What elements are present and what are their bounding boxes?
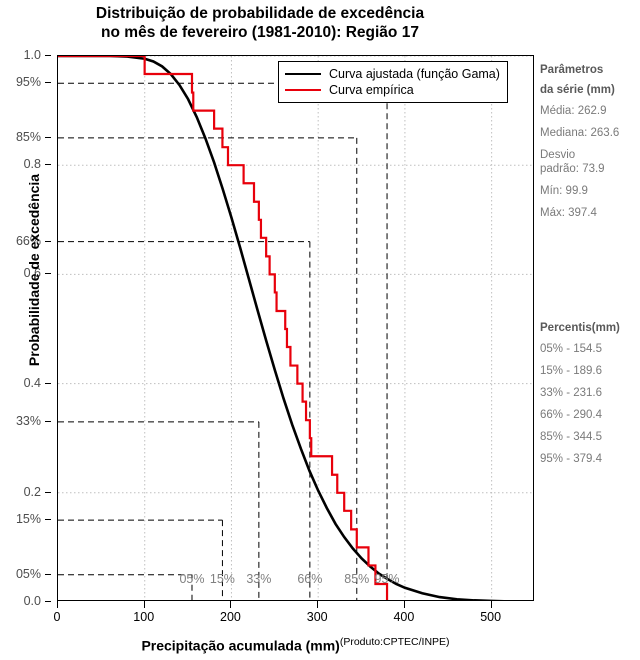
percentile-x-label: 05% bbox=[179, 572, 205, 586]
y-axis-tick-mark bbox=[45, 573, 51, 575]
plot-inner: 05% 15% 33% 66% 85% 95% bbox=[58, 56, 533, 600]
plot-area: 05% 15% 33% 66% 85% 95% bbox=[57, 55, 534, 601]
y-axis-tick-mark bbox=[45, 136, 51, 138]
parameter-item-line: Desvio bbox=[540, 149, 576, 161]
x-axis-tick-label: 200 bbox=[220, 610, 241, 624]
parameters-heading-2: da série (mm) bbox=[540, 84, 615, 96]
y-axis-tick-label: 1.0 bbox=[23, 48, 41, 62]
y-axis-tick-mark bbox=[45, 55, 51, 56]
legend: Curva ajustada (função Gama) Curva empíri… bbox=[278, 61, 508, 103]
parameter-item: Máx: 397.4 bbox=[540, 207, 597, 219]
percentile-x-label: 95% bbox=[374, 572, 400, 586]
legend-swatch bbox=[285, 73, 321, 75]
percentile-item: 95% - 379.4 bbox=[540, 453, 603, 465]
parameter-item: Mediana: 263.6 bbox=[540, 127, 620, 139]
title-line-1: Distribuição de probabilidade de excedên… bbox=[95, 5, 425, 22]
y-axis-tick-label: 95% bbox=[15, 75, 41, 90]
percentiles-heading: Percentis(mm) bbox=[540, 322, 620, 334]
y-axis-tick-mark bbox=[45, 601, 51, 602]
y-axis-tick-mark bbox=[45, 382, 51, 384]
y-axis-labels: 0.0 0.2 0.4 0.6 0.8 1.0 05% 15% 33% 66% 85% 95% bbox=[0, 48, 51, 608]
percentile-item: 05% - 154.5 bbox=[540, 343, 603, 355]
percentile-x-label: 33% bbox=[246, 572, 272, 586]
legend-item: Curva ajustada (função Gama) bbox=[285, 66, 500, 82]
x-axis-tick-label: 500 bbox=[480, 610, 502, 624]
parameter-item: Desvio padrão: 73.9 bbox=[540, 144, 640, 180]
y-axis-tick-mark bbox=[45, 82, 51, 84]
x-axis-tick-mark bbox=[57, 601, 58, 608]
y-axis-tick-label: 15% bbox=[15, 512, 41, 527]
percentile-x-label: 85% bbox=[344, 572, 370, 586]
y-axis-tick-label: 0.8 bbox=[23, 157, 41, 172]
parameter-item: Mín: 99.9 bbox=[540, 185, 588, 197]
x-axis-tick-mark bbox=[317, 601, 319, 608]
y-axis-tick-mark bbox=[45, 273, 51, 275]
x-axis-tick-label: 300 bbox=[306, 610, 328, 624]
parameters-heading-1: Parâmetros bbox=[540, 64, 604, 76]
y-axis-tick-mark bbox=[45, 491, 51, 493]
page-title: Distribuição de probabilidade de excedên… bbox=[0, 4, 520, 42]
y-axis-tick-mark bbox=[45, 164, 51, 166]
percentiles-panel: Percentis(mm) 05% - 154.5 15% - 189.6 33% … bbox=[540, 318, 640, 470]
percentile-item: 66% - 290.4 bbox=[540, 409, 603, 421]
percentiles-list: 05% - 154.5 15% - 189.6 33% - 231.6 66% - 2… bbox=[540, 338, 640, 470]
x-axis-tick-mark bbox=[230, 601, 232, 608]
x-axis-tick-label: 100 bbox=[133, 610, 155, 624]
legend-label: Curva empírica bbox=[329, 83, 414, 97]
parameter-item: Média: 262.9 bbox=[540, 105, 607, 117]
y-axis-tick-mark bbox=[45, 420, 51, 422]
parameter-item-line: padrão: 73.9 bbox=[540, 163, 605, 175]
x-axis-tick-label: 0 bbox=[53, 610, 61, 624]
y-axis-tick-label: 0.0 bbox=[23, 594, 41, 608]
y-axis-tick-label: 0.2 bbox=[23, 484, 41, 499]
parameters-panel: Parâmetros da série (mm) Média: 262.9 Med… bbox=[540, 60, 640, 224]
y-axis-tick-label: 0.4 bbox=[23, 375, 41, 390]
percentile-x-label: 15% bbox=[209, 572, 235, 586]
x-axis-tick-mark bbox=[490, 601, 492, 608]
x-axis-tick-mark bbox=[403, 601, 405, 608]
y-axis-tick-label: 0.6 bbox=[23, 266, 41, 281]
legend-label: Curva ajustada (função Gama) bbox=[329, 67, 500, 81]
legend-swatch bbox=[285, 89, 321, 91]
x-axis-labels: 0 100 200 300 400 500 bbox=[53, 601, 534, 631]
series-fitted-curve bbox=[58, 56, 505, 600]
title-line-2: no mês de fevereiro (1981-2010): Região … bbox=[101, 24, 419, 41]
y-axis-tick-label: 05% bbox=[15, 566, 41, 581]
percentile-item: 85% - 344.5 bbox=[540, 431, 603, 443]
plot-svg bbox=[58, 56, 533, 600]
x-axis-title: Precipitação acumulada (mm)(Produto:CPTE… bbox=[57, 636, 534, 654]
legend-item: Curva empírica bbox=[285, 82, 500, 98]
y-axis-title: Probabilidade de excedência bbox=[26, 173, 42, 367]
percentile-item: 15% - 189.6 bbox=[540, 365, 603, 377]
series-empirical-curve bbox=[58, 56, 389, 600]
percentile-x-label: 66% bbox=[297, 572, 323, 586]
percentile-item: 33% - 231.6 bbox=[540, 387, 603, 399]
y-axis-tick-label: 85% bbox=[15, 129, 41, 144]
y-axis-tick-label: 66% bbox=[15, 233, 41, 248]
y-axis-tick-mark bbox=[45, 519, 51, 521]
y-axis-tick-label: 33% bbox=[15, 413, 41, 428]
x-axis-title-text: Precipitação acumulada (mm) bbox=[141, 637, 340, 654]
product-credit: (Produto:CPTEC/INPE) bbox=[339, 636, 450, 648]
x-axis-tick-mark bbox=[143, 601, 145, 608]
parameters-list: Média: 262.9 Mediana: 263.6 Desvio padrão: … bbox=[540, 100, 640, 224]
x-axis-tick-label: 400 bbox=[393, 610, 415, 624]
y-axis-tick-mark bbox=[45, 240, 51, 242]
